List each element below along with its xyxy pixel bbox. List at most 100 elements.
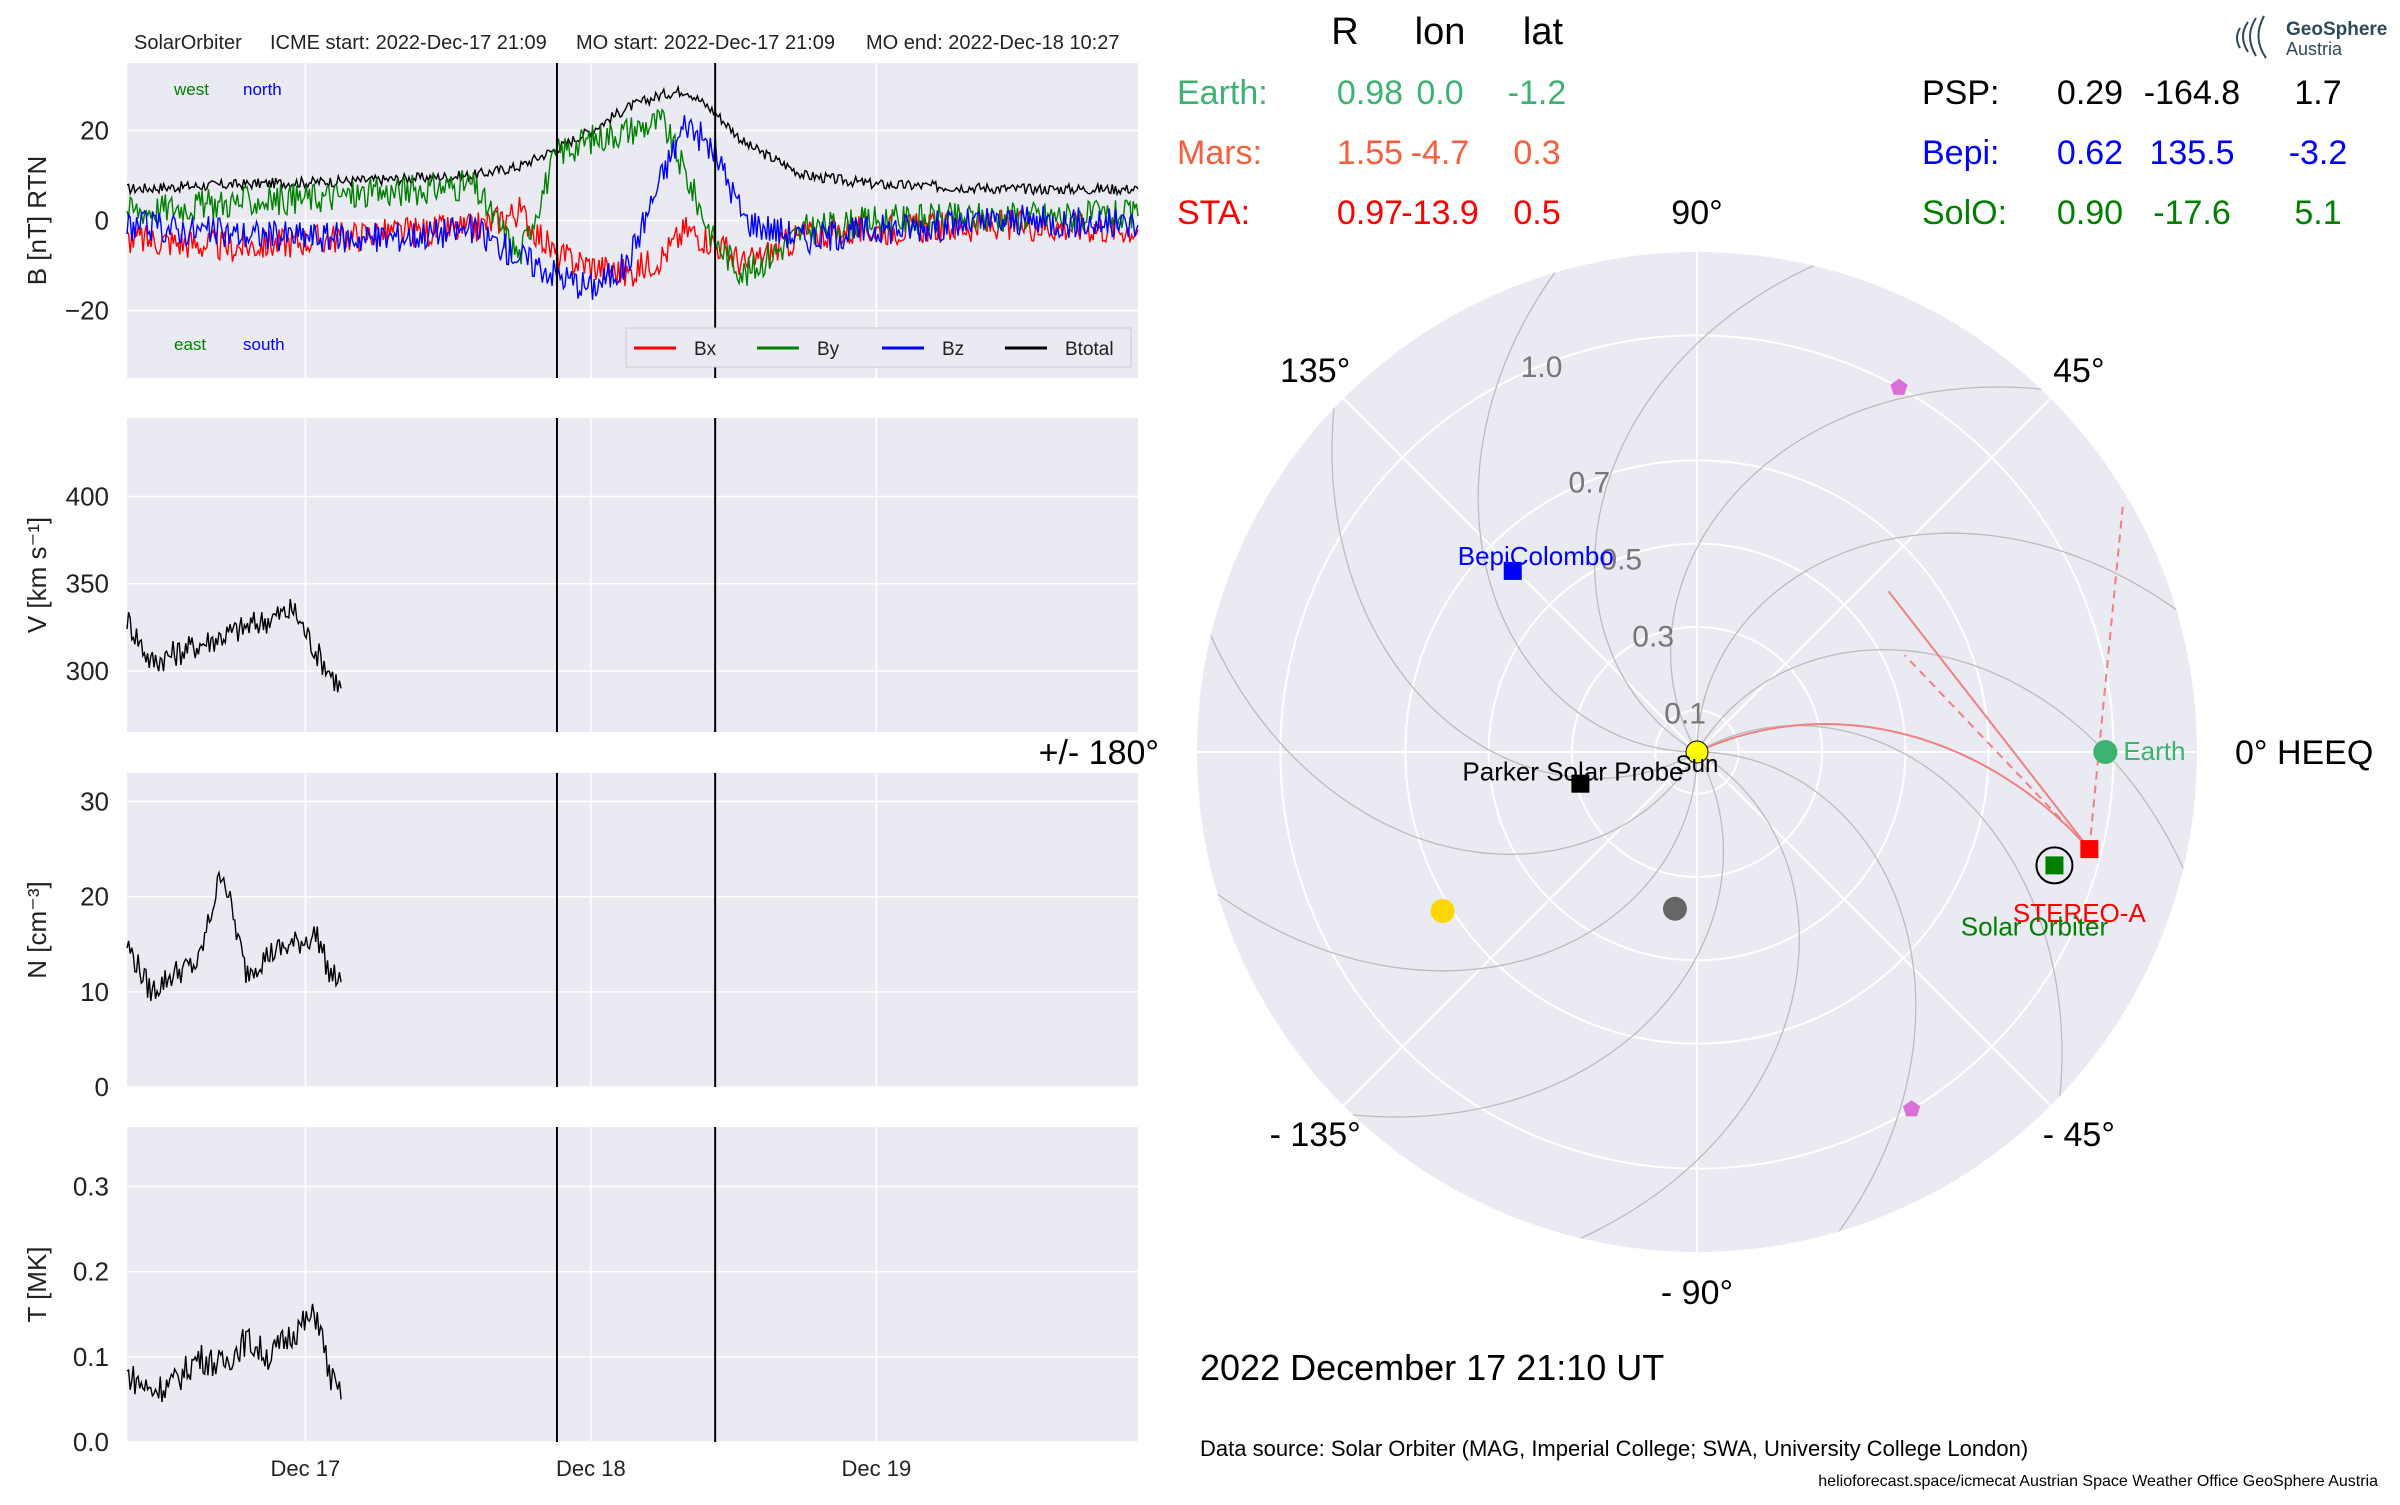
radial-tick-label: 0.5 (1600, 544, 1642, 577)
series-line-T (126, 1303, 342, 1403)
radial-tick-label: 0.1 (1664, 698, 1706, 731)
angular-grid-line (1696, 397, 2052, 753)
sta-field-lines (1696, 506, 2124, 850)
radial-tick-label: 0.7 (1569, 467, 1611, 500)
panel-V: 400 350 300 V [km s⁻¹] (22, 418, 1138, 732)
parker-spirals (1197, 252, 2197, 1252)
table-row-r: 0.98 (1337, 74, 1403, 112)
sta-cone-line (1887, 590, 2091, 850)
table-row-lon: -4.7 (1411, 134, 1470, 172)
panel-N: 30 20 10 0 N [cm⁻³] (22, 773, 1138, 1102)
angle-label: 45° (2053, 352, 2104, 390)
x-tick-label: Dec 19 (841, 1456, 911, 1481)
spiral-line (1197, 577, 1698, 855)
y-axis-label: T [MK] (22, 1246, 52, 1322)
table-row-lat: 1.7 (2294, 74, 2341, 112)
angle-label: - 135° (1270, 1116, 1361, 1154)
series-line-Btotal (126, 84, 1139, 197)
spiral-line (1696, 532, 2197, 752)
panel-background (127, 1127, 1138, 1442)
table-row-r: 0.29 (2057, 74, 2123, 112)
spiral-line (1697, 751, 1917, 1252)
y-tick-label: 0 (95, 206, 109, 236)
solo-ring (2035, 846, 2074, 885)
y-tick-label: 30 (80, 787, 109, 817)
table-row-lat: 0.3 (1513, 134, 1560, 172)
geosphere-logo-icon (2236, 15, 2267, 59)
y-tick-label: 300 (66, 656, 109, 686)
data-source: Data source: Solar Orbiter (MAG, Imperia… (1200, 1436, 2028, 1461)
mo-end-label: MO end: 2022-Dec-18 10:27 (866, 32, 1120, 54)
table-row-name: Mars: (1177, 134, 1262, 172)
panel-background (127, 773, 1138, 1087)
label-south: south (243, 335, 285, 354)
y-tick-label: 20 (80, 116, 109, 146)
marker-parker-solar-probe (1571, 774, 1590, 793)
y-tick-label: 400 (66, 482, 109, 512)
radial-tick-label: 0.3 (1632, 621, 1674, 654)
label-bepicolombo: BepiColombo (1458, 541, 1614, 571)
table-row-lon: -164.8 (2144, 74, 2240, 112)
spiral-line (1594, 252, 1872, 753)
y-tick-label: 0.1 (73, 1342, 109, 1372)
panel-B: 20 0 −20 B [nT] RTN (22, 63, 1139, 378)
spiral-line (1696, 649, 2197, 927)
angular-grid-line (1696, 751, 2052, 1107)
label-north: north (243, 80, 282, 99)
label-sun: Sun (1676, 751, 1719, 778)
time-series-panels: 20 0 −20 B [nT] RTN 400 350 300 V [km s⁻¹] 30 20 1… (22, 63, 1139, 1481)
spacecraft-label: SolarOrbiter (134, 32, 242, 54)
series-line-V (126, 598, 342, 693)
series-line-By (126, 107, 1139, 287)
table-row-r: 0.90 (2057, 194, 2123, 232)
planet-marker (1890, 378, 1908, 395)
marker-stereo-a (2080, 840, 2099, 859)
angle-label: - 45° (2043, 1116, 2115, 1154)
marker-sun (1685, 740, 1709, 764)
credits: helioforecast.space/icmecat Austrian Spa… (1818, 1473, 2378, 1490)
y-tick-label: 0 (95, 1072, 109, 1102)
x-tick-label: Dec 18 (556, 1456, 626, 1481)
y-axis-label: B [nT] RTN (22, 156, 52, 286)
legend-label: Btotal (1065, 339, 1114, 360)
sta-dashed-line (1903, 654, 2091, 850)
angle-label: 90° (1671, 194, 1722, 232)
table-row-name: Bepi: (1922, 134, 2000, 172)
label-west: west (173, 80, 209, 99)
table-row-r: 0.97 (1337, 194, 1403, 232)
marker-bepicolombo (1503, 561, 1522, 580)
logo-line2: Austria (2286, 39, 2343, 59)
table-row-name: SolO: (1922, 194, 2007, 232)
spiral-line (1291, 751, 1725, 1118)
planet-marker (1430, 898, 1455, 923)
sta-spiral-line (1696, 722, 2087, 847)
y-tick-label: 0.0 (73, 1427, 109, 1457)
table-col-lon: lon (1415, 11, 1466, 53)
sta-dashed-line-outer (2088, 506, 2124, 850)
label-earth: Earth (2123, 736, 2185, 766)
y-tick-label: 10 (80, 977, 109, 1007)
geosphere-logo: GeoSphere Austria (2236, 15, 2387, 59)
logo-line1: GeoSphere (2286, 19, 2387, 40)
legend-label: By (817, 339, 840, 360)
table-row-name: PSP: (1922, 74, 1999, 112)
y-axis-label: N [cm⁻³] (22, 881, 52, 979)
table-row-lon: 135.5 (2149, 134, 2234, 172)
b-legend: Bx By Bz Btotal (625, 327, 1132, 368)
angle-label: 135° (1280, 352, 1350, 390)
spiral-line (1331, 346, 1698, 780)
planet-marker (1662, 896, 1687, 921)
label-stereo-a: STEREO-A (2013, 898, 2147, 928)
marker-solar-orbiter (2045, 856, 2064, 875)
y-tick-label: 20 (80, 882, 109, 912)
icme-start-label: ICME start: 2022-Dec-17 21:09 (270, 32, 547, 54)
planet-marker (1903, 1100, 1921, 1117)
angle-label: 0° HEEQ (2235, 734, 2373, 772)
table-col-R: R (1331, 11, 1358, 53)
table-row-lon: -17.6 (2153, 194, 2231, 232)
polar-orbit-plot: 0.1 0.3 0.5 0.7 1.0 90° 45° 0° HEEQ - 45° - 90° - … (1039, 194, 2374, 1312)
label-solar-orbiter: Solar Orbiter (1961, 911, 2109, 941)
spiral-line (1522, 751, 1800, 1252)
